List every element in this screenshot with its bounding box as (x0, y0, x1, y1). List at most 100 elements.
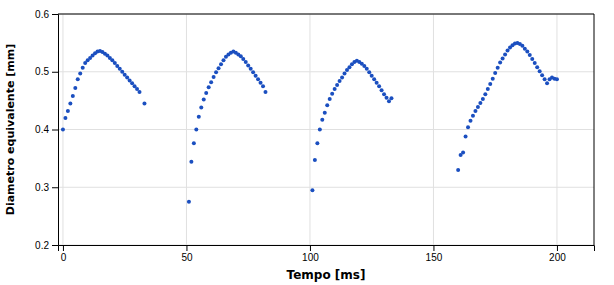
grid-line (58, 129, 594, 130)
plot: 0501001502000.20.30.40.50.6 (35, 9, 594, 263)
point (209, 80, 213, 84)
point (313, 158, 317, 162)
point (481, 97, 485, 101)
point (73, 86, 77, 90)
point (370, 74, 374, 78)
tick-label: 100 (302, 252, 319, 263)
point (491, 77, 495, 81)
point (372, 77, 376, 81)
point (533, 61, 537, 65)
point (68, 102, 72, 106)
point (338, 79, 342, 83)
point (543, 77, 547, 81)
point (530, 57, 534, 61)
point (249, 67, 253, 71)
point (81, 66, 85, 70)
point (380, 88, 384, 92)
point (365, 67, 369, 71)
point (318, 128, 322, 132)
tick: 0.2 (35, 240, 58, 251)
tick: 200 (549, 245, 566, 263)
frame (58, 14, 594, 15)
point (538, 69, 542, 73)
tick-label: 50 (181, 252, 193, 263)
point (78, 71, 82, 75)
point (310, 188, 314, 192)
axis-line (52, 15, 59, 246)
point (328, 97, 332, 101)
tick-mark (557, 245, 558, 251)
grid (58, 14, 594, 245)
point (483, 92, 487, 96)
point (197, 115, 201, 119)
point (377, 84, 381, 88)
point (375, 81, 379, 85)
points (61, 41, 559, 204)
point (244, 60, 248, 64)
tick: 150 (426, 245, 443, 263)
point (493, 71, 497, 75)
tick-mark (52, 14, 58, 15)
point (496, 66, 500, 70)
tick-mark (52, 72, 58, 73)
tick-label: 200 (549, 252, 566, 263)
point (261, 84, 265, 88)
point (71, 94, 75, 98)
point (246, 63, 250, 67)
point (478, 101, 482, 105)
point (212, 75, 216, 79)
point (382, 92, 386, 96)
tick: 0.5 (35, 66, 58, 77)
point (461, 151, 465, 155)
point (194, 128, 198, 132)
tick-mark (52, 130, 58, 131)
point (367, 70, 371, 74)
point (498, 61, 502, 65)
tick-label: 0.4 (35, 124, 49, 135)
point (525, 50, 529, 54)
tick-mark (52, 245, 58, 246)
point (340, 76, 344, 80)
point (476, 105, 480, 109)
point (251, 70, 255, 74)
point (204, 91, 208, 95)
tick-label: 0 (61, 252, 67, 263)
point (501, 56, 505, 60)
point (333, 87, 337, 91)
point (199, 106, 203, 110)
point (192, 141, 196, 145)
point (389, 96, 393, 100)
y-axis: 0.20.30.40.50.6 (35, 9, 58, 251)
point (330, 92, 334, 96)
point (207, 85, 211, 89)
point (219, 62, 223, 66)
point (189, 160, 193, 164)
grid-line (58, 187, 594, 188)
point (325, 103, 329, 107)
point (142, 102, 146, 106)
x-axis: 0 50 100 150 200 (59, 245, 595, 263)
point (528, 53, 532, 57)
tick-mark (433, 245, 434, 251)
grid-line (58, 71, 594, 72)
tick: 0 (61, 245, 67, 263)
tick: 0.4 (35, 124, 58, 135)
point (63, 116, 67, 120)
point (471, 114, 475, 118)
point (323, 111, 327, 115)
tick-label: 0.5 (35, 66, 49, 77)
frame (594, 14, 595, 245)
point (263, 90, 267, 94)
point (138, 90, 142, 94)
point (473, 109, 477, 113)
tick-label: 0.2 (35, 240, 49, 251)
point (535, 65, 539, 69)
point (61, 128, 65, 132)
point (202, 97, 206, 101)
point (315, 141, 319, 145)
chart: 0501001502000.20.30.40.50.6Tempo [ms]Dia… (0, 0, 614, 285)
tick: 0.3 (35, 182, 58, 193)
point (488, 82, 492, 86)
point (555, 77, 559, 81)
tick: 50 (181, 245, 193, 263)
